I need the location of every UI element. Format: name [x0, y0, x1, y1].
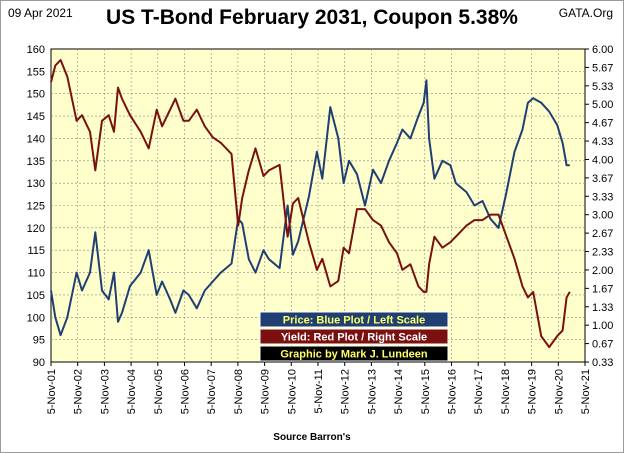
right-tick-label: 4.00	[592, 154, 613, 166]
x-tick-label: 5-Nov-08	[233, 369, 245, 414]
x-tick-label: 5-Nov-05	[153, 369, 165, 414]
x-tick-label: 5-Nov-04	[126, 369, 138, 414]
x-tick-label: 5-Nov-03	[99, 369, 111, 414]
left-tick-label: 125	[27, 201, 45, 213]
x-tick-label: 5-Nov-17	[473, 369, 485, 414]
right-tick-label: 1.00	[592, 320, 613, 332]
legend-credit-box	[259, 345, 449, 362]
right-tick-label: 5.67	[592, 62, 613, 74]
right-tick-label: 2.33	[592, 247, 613, 259]
left-tick-label: 140	[27, 133, 45, 145]
source-label: Source Barron's	[273, 432, 351, 443]
legend-yield-text: Yield: Red Plot / Right Scale	[281, 332, 427, 344]
legend-price-box	[259, 311, 449, 328]
left-tick-label: 110	[27, 268, 45, 280]
x-tick-label: 5-Nov-16	[447, 369, 459, 414]
right-tick-label: 5.33	[592, 81, 613, 93]
x-tick-label: 5-Nov-13	[366, 369, 378, 414]
x-tick-label: 5-Nov-07	[206, 369, 218, 414]
legend-credit-text: Graphic by Mark J. Lundeen	[280, 349, 428, 361]
right-tick-label: 3.00	[592, 210, 613, 222]
chart-title: US T-Bond February 2031, Coupon 5.38%	[106, 6, 518, 29]
price-series-line	[50, 79, 570, 337]
x-tick-label: 5-Nov-11	[313, 369, 325, 413]
left-tick-label: 145	[27, 111, 45, 123]
x-tick-label: 5-Nov-21	[580, 369, 592, 414]
x-tick-label: 5-Nov-14	[393, 369, 405, 414]
right-tick-label: 0.33	[592, 357, 613, 369]
right-tick-label: 1.67	[592, 283, 613, 295]
x-tick-label: 5-Nov-06	[180, 369, 192, 414]
x-tick-label: 5-Nov-19	[527, 369, 539, 414]
x-tick-label: 5-Nov-12	[340, 369, 352, 414]
left-tick-label: 105	[27, 290, 45, 302]
site-credit: GATA.Org	[558, 6, 613, 20]
x-tick-label: 5-Nov-10	[286, 369, 298, 414]
right-tick-label: 5.00	[592, 99, 613, 111]
right-tick-label: 3.33	[592, 191, 613, 203]
right-tick-label: 6.00	[592, 44, 613, 56]
x-tick-label: 5-Nov-20	[553, 369, 565, 414]
legend-yield-box	[259, 328, 449, 345]
left-tick-label: 95	[33, 335, 45, 347]
x-tick-label: 5-Nov-01	[46, 369, 58, 414]
chart-date: 09 Apr 2021	[8, 6, 73, 20]
right-tick-label: 2.67	[592, 228, 613, 240]
left-tick-label: 100	[27, 312, 45, 324]
left-tick-label: 135	[27, 156, 45, 168]
x-tick-label: 5-Nov-15	[420, 369, 432, 414]
legend-price-text: Price: Blue Plot / Left Scale	[283, 315, 425, 327]
left-tick-label: 150	[27, 89, 45, 101]
x-tick-label: 5-Nov-18	[500, 369, 512, 414]
right-tick-label: 0.67	[592, 339, 613, 351]
yield-series-line	[50, 59, 571, 349]
right-tick-label: 4.33	[592, 136, 613, 148]
right-tick-label: 4.67	[592, 118, 613, 130]
x-tick-label: 5-Nov-09	[260, 369, 272, 414]
x-tick-label: 5-Nov-02	[73, 369, 85, 414]
right-tick-label: 3.67	[592, 173, 613, 185]
right-tick-label: 1.33	[592, 302, 613, 314]
left-tick-label: 130	[27, 178, 45, 190]
right-tick-label: 2.00	[592, 265, 613, 277]
left-tick-label: 160	[27, 44, 45, 56]
left-tick-label: 115	[27, 245, 45, 257]
left-tick-label: 90	[33, 357, 45, 369]
left-tick-label: 120	[27, 223, 45, 235]
left-tick-label: 155	[27, 66, 45, 78]
